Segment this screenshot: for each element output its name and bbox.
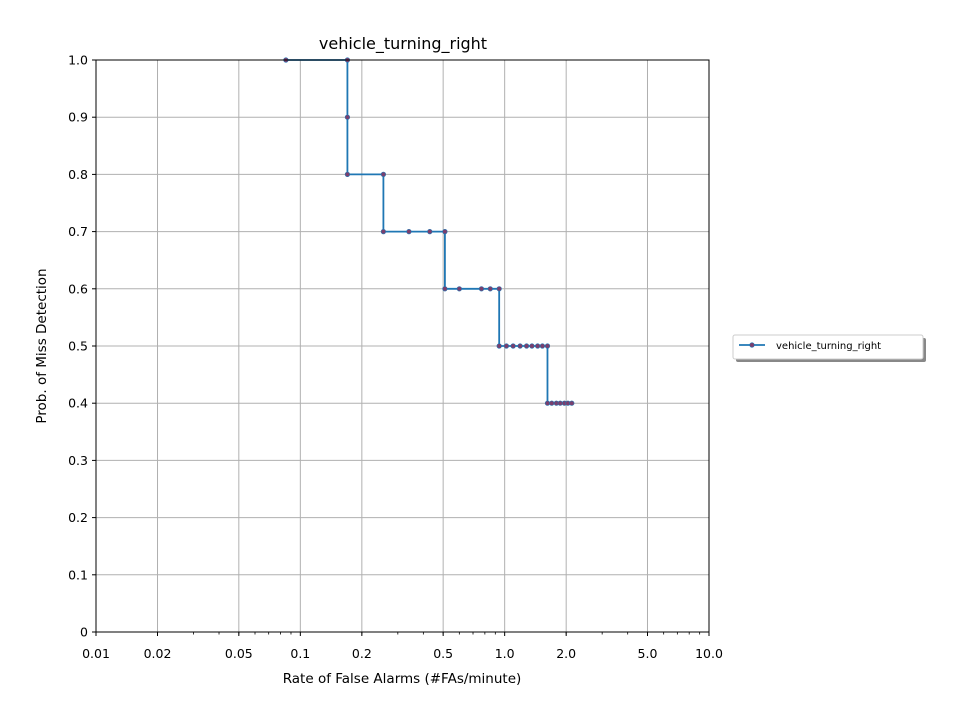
- data-point: [427, 229, 433, 235]
- data-point: [406, 229, 412, 235]
- y-ticks: 0 0.1 0.2 0.3 0.4 0.5 0.6 0.7 0.8 0.9 1.0: [68, 53, 96, 640]
- data-point: [442, 286, 448, 292]
- legend: vehicle_turning_right: [732, 334, 926, 362]
- x-tick-label: 0.05: [225, 646, 253, 661]
- data-point: [380, 229, 387, 235]
- data-point: [344, 114, 351, 120]
- data-point: [510, 343, 516, 349]
- data-point: [529, 343, 535, 349]
- data-point: [442, 229, 448, 235]
- data-point: [496, 343, 502, 349]
- y-tick-label: 1.0: [68, 53, 88, 68]
- y-tick-label: 0.8: [68, 167, 88, 182]
- data-point: [539, 343, 546, 349]
- data-point: [535, 343, 541, 349]
- data-point: [503, 343, 510, 349]
- y-tick-label: 0.3: [68, 453, 88, 468]
- x-axis-label: Rate of False Alarms (#FAs/minute): [283, 671, 522, 687]
- y-tick-label: 0.1: [68, 567, 88, 582]
- data-point: [544, 343, 551, 349]
- data-point: [496, 286, 502, 292]
- legend-box: [732, 334, 924, 360]
- x-tick-label: 2.0: [556, 646, 576, 661]
- data-point: [569, 400, 575, 406]
- chart-title: vehicle_turning_right: [319, 34, 487, 54]
- data-point: [344, 171, 351, 177]
- x-tick-label: 10.0: [695, 646, 723, 661]
- x-ticks: 0.01 0.02 0.05 0.1 0.2 0.5 1.0 2.0 5.0 10.0: [82, 632, 723, 661]
- x-tick-label: 5.0: [638, 646, 658, 661]
- data-point: [523, 343, 530, 349]
- x-tick-label: 0.01: [82, 646, 110, 661]
- data-point: [478, 286, 485, 292]
- y-tick-label: 0: [80, 625, 88, 640]
- data-point: [517, 343, 523, 349]
- series-layer: [283, 57, 575, 406]
- data-point: [544, 400, 551, 406]
- y-tick-label: 0.7: [68, 224, 88, 239]
- legend-marker: [749, 342, 755, 348]
- grid: [95, 59, 710, 633]
- x-tick-label: 1.0: [495, 646, 515, 661]
- y-tick-label: 0.2: [68, 510, 88, 525]
- y-tick-label: 0.4: [68, 396, 88, 411]
- data-point: [549, 400, 555, 406]
- x-tick-label: 0.02: [144, 646, 172, 661]
- y-axis-label: Prob. of Miss Detection: [34, 268, 50, 423]
- data-point: [380, 171, 387, 177]
- data-point: [456, 286, 462, 292]
- x-tick-label: 0.2: [352, 646, 372, 661]
- y-tick-label: 0.9: [68, 110, 88, 125]
- x-tick-label: 0.1: [290, 646, 310, 661]
- legend-label: vehicle_turning_right: [776, 341, 881, 352]
- y-tick-label: 0.6: [68, 281, 88, 296]
- x-tick-label: 0.5: [433, 646, 453, 661]
- data-point: [487, 286, 493, 292]
- y-tick-label: 0.5: [68, 339, 88, 354]
